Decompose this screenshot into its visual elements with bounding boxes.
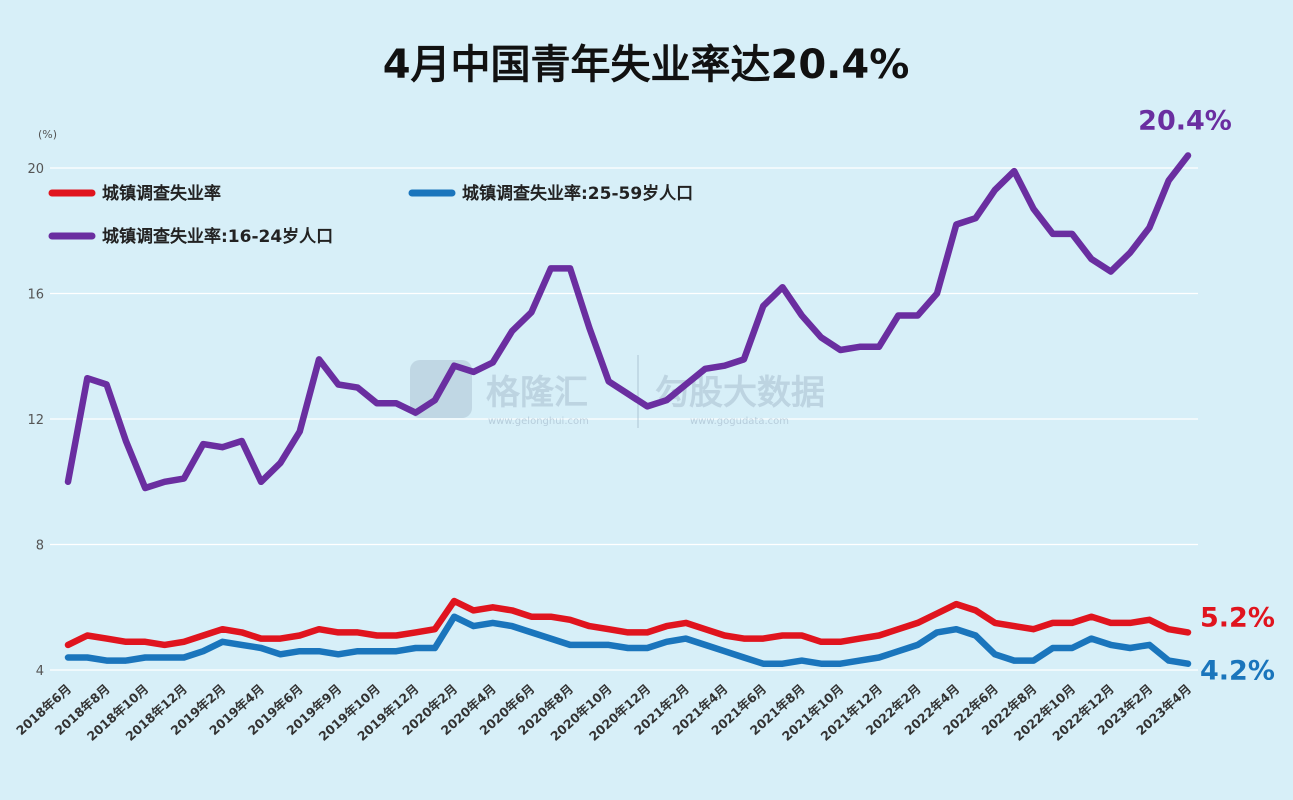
watermark-left-url: www.gelonghui.com bbox=[488, 416, 589, 427]
chart-title: 4月中国青年失业率达20.4% bbox=[383, 42, 910, 88]
y-axis-unit: (%) bbox=[38, 128, 57, 141]
y-axis-ticks: 4 8 12 16 20 bbox=[27, 162, 44, 679]
series-lines bbox=[64, 152, 1192, 667]
series-line bbox=[64, 597, 1192, 649]
series-end-label: 4.2% bbox=[1200, 656, 1275, 687]
y-tick-label: 4 bbox=[36, 664, 44, 679]
watermark: 格隆汇 www.gelonghui.com 勾股大数据 www.gogudata… bbox=[410, 355, 825, 428]
y-tick-label: 16 bbox=[27, 288, 44, 303]
legend-label: 城镇调查失业率:25-59岁人口 bbox=[462, 183, 693, 204]
series-line bbox=[64, 613, 1192, 667]
y-tick-label: 12 bbox=[27, 413, 44, 428]
legend-label: 城镇调查失业率 bbox=[102, 183, 221, 204]
y-tick-label: 8 bbox=[36, 539, 44, 554]
watermark-right-url: www.gogudata.com bbox=[690, 416, 789, 427]
series-end-label: 5.2% bbox=[1200, 602, 1275, 633]
series-line bbox=[64, 152, 1192, 492]
gridlines bbox=[50, 167, 1198, 671]
legend-label: 城镇调查失业率:16-24岁人口 bbox=[102, 226, 333, 247]
series-end-label: 20.4% bbox=[1138, 105, 1232, 136]
watermark-left-name: 格隆汇 bbox=[486, 373, 588, 413]
y-tick-label: 20 bbox=[27, 162, 44, 177]
watermark-right-name: 勾股大数据 bbox=[655, 373, 825, 413]
x-axis-ticks: 2018年6月2018年8月2018年10月2018年12月2019年2月201… bbox=[13, 681, 1194, 744]
end-labels: 5.2% 4.2% 20.4% bbox=[1138, 105, 1275, 686]
